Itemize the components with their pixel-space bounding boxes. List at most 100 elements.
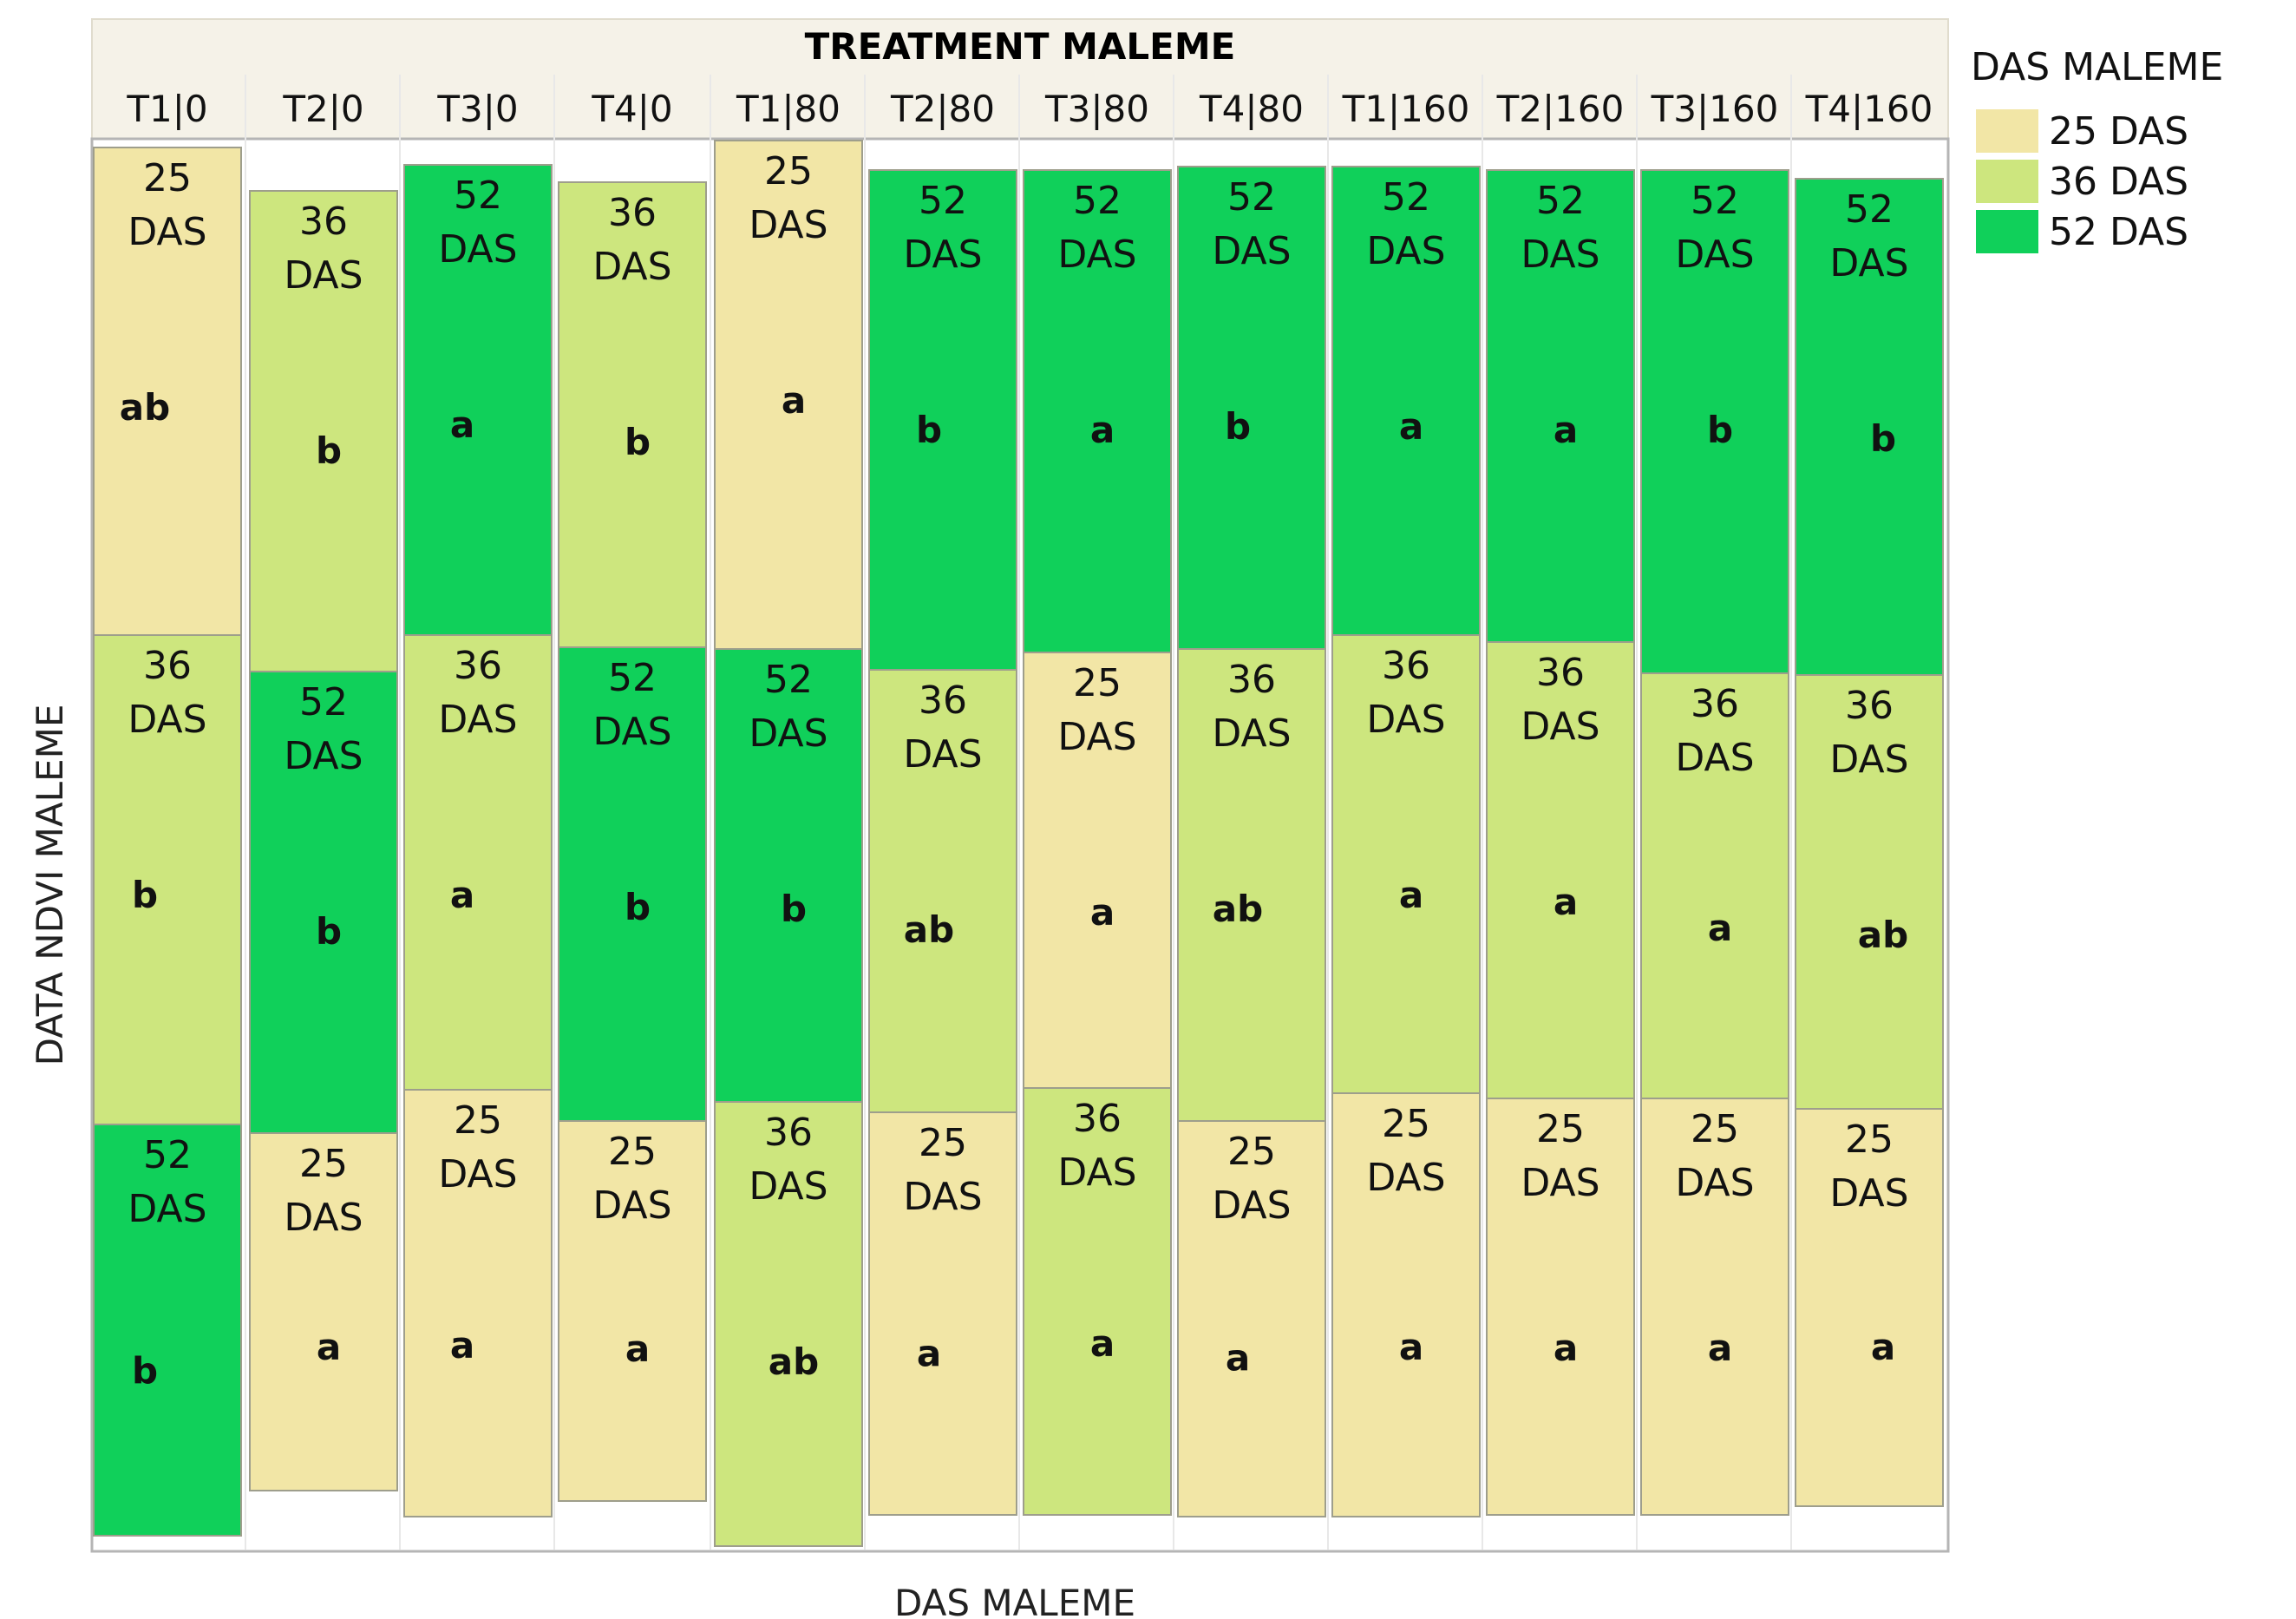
significance-letter: a — [1399, 874, 1423, 916]
cell-das-label: DAS — [903, 1175, 982, 1219]
cell-das-label: 25 — [1691, 1107, 1739, 1151]
category-label: T1|0 — [126, 88, 207, 130]
cell-das-label: 52 — [454, 174, 502, 218]
significance-letter: a — [450, 1324, 474, 1367]
cell-das-label: 52 — [764, 658, 813, 702]
cell-das-label: 52 — [1536, 179, 1585, 223]
mosaic-cell — [93, 147, 242, 636]
significance-letter: a — [1554, 1327, 1578, 1369]
cell-das-label: 36 — [919, 678, 967, 723]
significance-letter: ab — [1858, 914, 1908, 956]
significance-letter: a — [1090, 409, 1115, 451]
mosaic-cell — [249, 190, 398, 672]
cell-das-label: 52 — [919, 179, 967, 223]
category-label: T4|0 — [591, 88, 672, 130]
cell-das-label: DAS — [1366, 698, 1445, 742]
column-T3|160: 52 DAS b 36 DAS a 25 DAS a — [1640, 169, 1789, 1516]
column-T1|80: 25 DAS a 52 DAS b 36 DAS ab — [714, 140, 863, 1547]
cell-das-label: 25 — [1382, 1102, 1430, 1146]
legend-label: 36 DAS — [2049, 160, 2188, 204]
cell-das-label: 25 — [299, 1142, 348, 1186]
cell-das-label: 52 — [1382, 175, 1430, 220]
cell-das-label: DAS — [1675, 1161, 1754, 1205]
significance-letter: b — [132, 1349, 158, 1392]
significance-letter: a — [1090, 1322, 1115, 1365]
cell-das-label: DAS — [284, 253, 363, 298]
y-axis-label: DATA NDVI MALEME — [29, 705, 71, 1066]
cell-das-label: DAS — [1212, 711, 1291, 756]
significance-letter: a — [1226, 1337, 1250, 1380]
category-label: T4|160 — [1805, 88, 1933, 130]
legend-swatch — [1976, 109, 2038, 153]
significance-letter: b — [916, 409, 942, 451]
mosaic-cell — [558, 646, 707, 1122]
cell-das-label: 25 — [1073, 661, 1122, 705]
mosaic-cell — [868, 669, 1017, 1113]
cell-das-label: DAS — [903, 233, 982, 277]
cell-das-label: DAS — [1521, 705, 1599, 749]
cell-das-label: DAS — [284, 1196, 363, 1240]
cell-das-label: 25 — [1536, 1107, 1585, 1151]
cell-das-label: DAS — [1057, 233, 1136, 277]
cell-das-label: DAS — [284, 734, 363, 778]
cell-das-label: DAS — [438, 698, 517, 742]
cell-das-label: 36 — [608, 191, 657, 235]
significance-letter: b — [132, 874, 158, 916]
mosaic-cell — [558, 181, 707, 648]
mosaic-cell — [868, 1111, 1017, 1516]
cell-das-label: DAS — [128, 698, 206, 742]
column-T3|0: 52 DAS a 36 DAS a 25 DAS a — [403, 164, 553, 1517]
category-label: T4|80 — [1199, 88, 1304, 130]
legend-items: 25 DAS 36 DAS 52 DAS — [1976, 109, 2188, 254]
mosaic-cell — [249, 671, 398, 1134]
legend-title: DAS MALEME — [1971, 45, 2223, 89]
category-label: T2|0 — [282, 88, 363, 130]
cell-das-label: DAS — [749, 203, 827, 247]
cell-das-label: DAS — [749, 711, 827, 756]
cell-das-label: 25 — [764, 149, 813, 193]
cell-das-label: DAS — [749, 1164, 827, 1209]
cell-das-label: 36 — [1227, 658, 1276, 702]
category-labels: T1|0 T2|0 T3|0 T4|0 T1|80 T2|80 T3|80 T4|80 T1|1… — [126, 88, 1933, 130]
mosaic-cell — [714, 648, 863, 1103]
cell-das-label: DAS — [903, 732, 982, 777]
significance-letter: b — [1707, 409, 1733, 451]
cell-das-label: 36 — [1382, 644, 1430, 688]
cell-das-label: DAS — [592, 245, 671, 289]
cell-das-label: 52 — [1691, 179, 1739, 223]
column-T1|160: 52 DAS a 36 DAS a 25 DAS a — [1331, 166, 1481, 1517]
x-axis-label: DAS MALEME — [894, 1582, 1135, 1619]
cell-das-label: DAS — [128, 1187, 206, 1231]
significance-letter: a — [1554, 881, 1578, 923]
mosaic-cell — [714, 1101, 863, 1547]
mosaic-cell — [1640, 672, 1789, 1099]
cell-das-label: DAS — [1366, 1156, 1445, 1200]
cell-das-label: DAS — [1829, 1171, 1908, 1216]
category-label: T3|80 — [1044, 88, 1149, 130]
cell-das-label: 52 — [143, 1133, 192, 1177]
cell-das-label: DAS — [438, 1152, 517, 1196]
column-T2|0: 36 DAS b 52 DAS b 25 DAS a — [249, 190, 398, 1491]
mosaic-cell — [868, 169, 1017, 671]
significance-letter: a — [1090, 891, 1115, 934]
category-label: T3|160 — [1651, 88, 1779, 130]
significance-letter: b — [625, 421, 651, 463]
significance-letter: ab — [1213, 888, 1263, 930]
cell-das-label: 36 — [1845, 684, 1894, 728]
mosaic-cell — [1795, 1108, 1944, 1507]
significance-letter: b — [1870, 417, 1896, 460]
significance-letter: a — [317, 1326, 341, 1368]
cell-das-label: 52 — [1845, 187, 1894, 232]
significance-letter: a — [450, 403, 474, 446]
column-T2|160: 52 DAS a 36 DAS a 25 DAS a — [1486, 169, 1635, 1516]
significance-letter: a — [450, 874, 474, 916]
mosaic-cell — [1486, 1098, 1635, 1516]
cell-das-label: 25 — [1845, 1118, 1894, 1162]
cell-das-label: DAS — [1057, 715, 1136, 759]
cell-das-label: 36 — [1073, 1097, 1122, 1141]
cell-das-label: 52 — [608, 656, 657, 700]
mosaic-cell — [249, 1132, 398, 1491]
mosaic-cell — [1177, 1120, 1326, 1517]
category-label: T2|160 — [1496, 88, 1625, 130]
